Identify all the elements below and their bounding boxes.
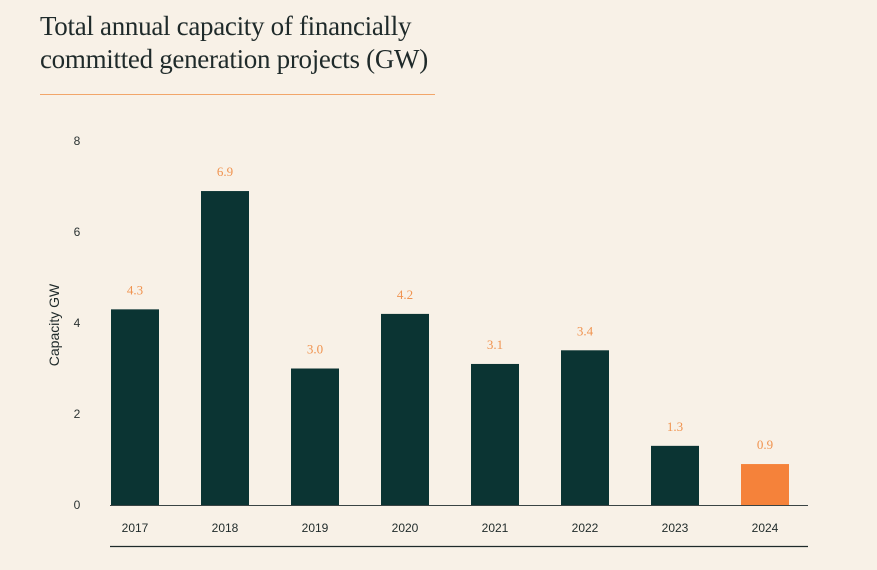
bar-2018 — [201, 191, 249, 506]
y-tick-label: 6 — [74, 225, 81, 239]
chart-title: Total annual capacity of financially com… — [40, 11, 428, 74]
bar-2019 — [291, 368, 339, 505]
bar-2023 — [651, 445, 699, 505]
value-label-2018: 6.9 — [217, 164, 233, 179]
y-tick-label: 8 — [74, 134, 81, 148]
bar-2022 — [561, 350, 609, 505]
x-tick-label-2017: 2017 — [122, 521, 149, 535]
x-tick-label-2023: 2023 — [662, 521, 689, 535]
x-tick-label-2021: 2021 — [482, 521, 509, 535]
y-tick-label: 2 — [74, 407, 81, 421]
bars: 4.3 6.9 3.0 4.2 3.1 3.4 1.3 0.9 — [111, 164, 789, 506]
bar-2017 — [111, 309, 159, 505]
y-tick-label: 0 — [74, 498, 81, 512]
value-label-2021: 3.1 — [487, 337, 503, 352]
bar-2020 — [381, 313, 429, 505]
title-divider — [40, 94, 435, 95]
x-tick-label-2020: 2020 — [392, 521, 419, 535]
value-label-2024: 0.9 — [757, 437, 773, 452]
value-label-2022: 3.4 — [577, 323, 594, 338]
value-label-2019: 3.0 — [307, 342, 323, 357]
y-axis-label: Capacity GW — [46, 283, 62, 366]
value-label-2017: 4.3 — [127, 282, 143, 297]
bar-2021 — [471, 363, 519, 505]
value-label-2023: 1.3 — [667, 419, 683, 434]
bar-2024 — [741, 464, 789, 505]
x-tick-label-2018: 2018 — [212, 521, 239, 535]
y-axis: 0 2 4 6 8 — [74, 134, 81, 512]
x-tick-label-2022: 2022 — [572, 521, 599, 535]
y-tick-label: 4 — [74, 316, 81, 330]
value-label-2020: 4.2 — [397, 287, 413, 302]
x-tick-label-2019: 2019 — [302, 521, 329, 535]
x-axis: 2017 2018 2019 2020 2021 2022 2023 2024 — [122, 521, 779, 535]
x-tick-label-2024: 2024 — [752, 521, 779, 535]
